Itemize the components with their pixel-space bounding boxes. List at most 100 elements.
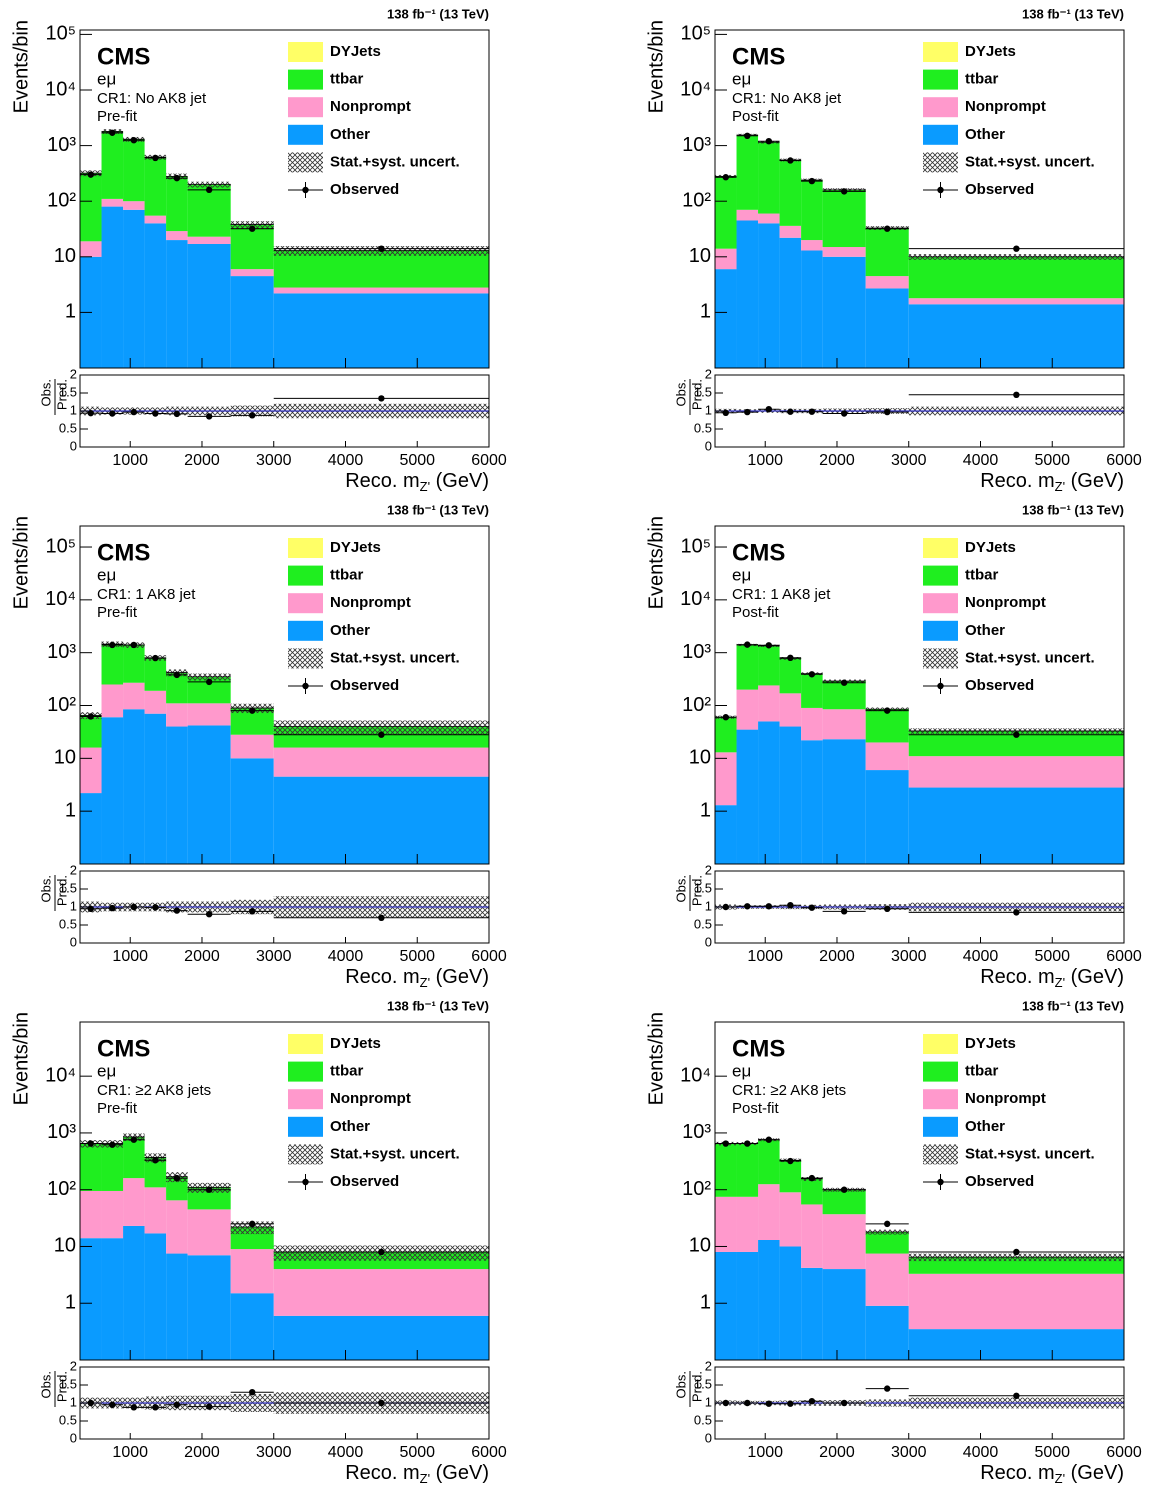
ratio-y-tick-label: 1 (705, 402, 712, 417)
legend-label: DYJets (965, 43, 1016, 60)
y-axis-label: Events/bin (10, 1012, 32, 1105)
y-tick-label: 1 (700, 301, 711, 323)
ratio-point (787, 902, 794, 909)
x-tick-label: 2000 (819, 452, 855, 469)
ratio-y-tick-label: 1.5 (694, 384, 712, 399)
stack-segment (144, 223, 167, 368)
stack-segment (144, 713, 167, 864)
observed-point (87, 1140, 94, 1147)
legend-label: Observed (330, 677, 399, 694)
panel: 1 10 10² 10³ 10⁴ 0 0.5 1 1.5 2 1000 2000 3000 4000 500… (10, 998, 507, 1486)
stack-segment (779, 237, 802, 368)
stack-segment (187, 184, 231, 237)
x-tick-label: 5000 (1034, 1444, 1070, 1461)
y-tick-label: 1 (700, 1292, 711, 1314)
observed-point (109, 1141, 116, 1148)
stack-segment (101, 1238, 124, 1360)
legend-label: Stat.+syst. uncert. (330, 1145, 460, 1162)
ratio-point (722, 903, 729, 911)
x-axis-label-subscript: Z' (420, 479, 430, 494)
ratio-y-tick-label: 1.5 (59, 1376, 77, 1391)
x-tick-label: 4000 (963, 452, 999, 469)
stack-segment (144, 1187, 167, 1234)
stack-segment (166, 231, 188, 241)
stack-segment (822, 247, 866, 257)
observed-point (249, 707, 256, 714)
stack-segment (908, 756, 1124, 788)
ratio-y-tick-label: 0.5 (59, 420, 77, 435)
stack-segment (123, 139, 145, 202)
y-tick-label: 10⁴ (680, 588, 711, 610)
x-axis-label-part: (GeV) (430, 1462, 489, 1484)
x-tick-label: 1000 (747, 452, 783, 469)
stack-segment (736, 729, 759, 864)
observed-point (840, 1186, 848, 1193)
stack-segment (736, 209, 759, 221)
x-axis-label-subscript: Z' (1055, 479, 1065, 494)
stack-segment (187, 236, 231, 244)
stack-segment (758, 223, 780, 368)
stack-segment (779, 1160, 802, 1193)
stack-segment (801, 1204, 823, 1268)
stack-segment (715, 717, 737, 753)
fit-stage: Pre-fit (97, 1100, 138, 1117)
stack-segment (779, 1246, 802, 1360)
stack-segment (273, 250, 489, 288)
ratio-point (205, 1403, 213, 1410)
uncertainty-band (273, 720, 489, 735)
x-axis-label-part: (GeV) (1065, 966, 1124, 988)
legend-swatch (923, 42, 958, 62)
legend-swatch (288, 152, 323, 173)
y-tick-label: 10³ (682, 134, 711, 156)
luminosity: 138 fb⁻¹ (13 TeV) (387, 502, 489, 517)
observed-point (378, 1248, 385, 1256)
legend-swatch (923, 69, 958, 90)
observed-point (130, 641, 138, 649)
y-axis-label: Events/bin (10, 516, 32, 609)
stack-segment (80, 793, 102, 864)
legend-label: Observed (965, 1173, 1034, 1190)
region: CR1: No AK8 jet (732, 90, 842, 107)
legend-swatch (923, 648, 958, 669)
experiment: CMS (97, 1035, 150, 1062)
ratio-y-label-numerator: Obs. (673, 1371, 688, 1398)
observed-point (884, 225, 891, 232)
legend-label: DYJets (330, 43, 381, 60)
observed-point (808, 177, 816, 185)
ratio-point (884, 905, 891, 912)
region: CR1: No AK8 jet (97, 90, 207, 107)
x-axis-label: Reco. mZ' (GeV) (980, 1462, 1124, 1486)
legend-label: Stat.+syst. uncert. (965, 1145, 1095, 1162)
legend-label: Observed (330, 1173, 399, 1190)
stack-segment (166, 176, 188, 232)
legend-marker (302, 682, 309, 690)
ratio-point (249, 908, 256, 915)
legend-label: Other (330, 622, 370, 639)
x-axis-label-subscript: Z' (1055, 975, 1065, 990)
stack-segment (908, 1273, 1124, 1330)
stack-segment (908, 298, 1124, 305)
ratio-y-tick-label: 1.5 (694, 880, 712, 895)
legend-label: Nonprompt (965, 98, 1046, 115)
y-tick-label: 10² (682, 1178, 711, 1200)
ratio-point (87, 905, 94, 912)
ratio-point (205, 911, 213, 918)
stack-segment (80, 1143, 102, 1191)
y-tick-label: 1 (65, 1292, 76, 1314)
channel: eμ (732, 565, 751, 584)
y-tick-label: 10³ (682, 1121, 711, 1143)
channel: eμ (732, 1061, 751, 1080)
stack-segment (101, 717, 124, 864)
observed-point (787, 1157, 794, 1165)
ratio-point (808, 408, 816, 415)
stack-segment (865, 288, 909, 368)
ratio-point (152, 410, 159, 417)
legend-label: Stat.+syst. uncert. (330, 649, 460, 666)
y-tick-label: 10² (47, 694, 76, 716)
y-tick-label: 10² (682, 694, 711, 716)
x-tick-label: 4000 (963, 1444, 999, 1461)
x-tick-label: 5000 (1034, 948, 1070, 965)
plot-frame (714, 29, 1125, 369)
ratio-y-label-numerator: Obs. (38, 875, 53, 902)
stack-segment (908, 787, 1124, 864)
